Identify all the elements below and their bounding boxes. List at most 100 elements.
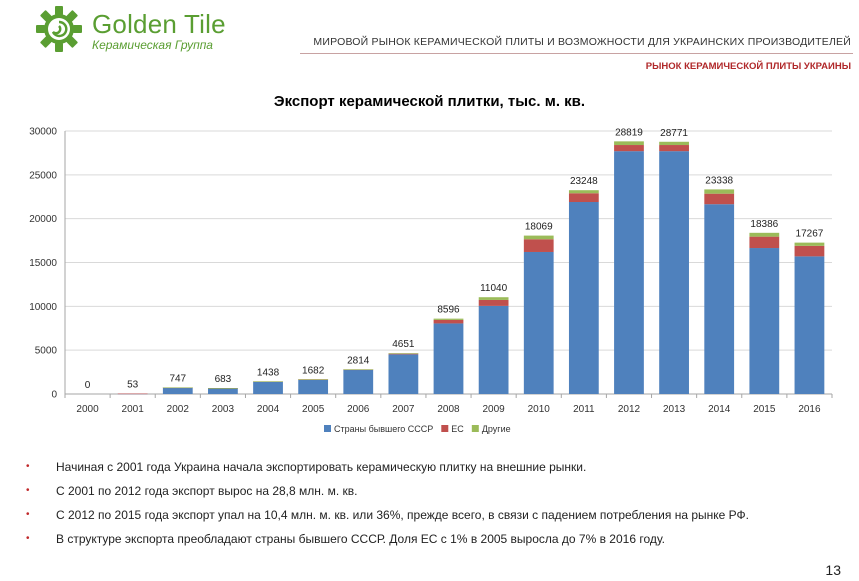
- bar-segment-other: [162, 387, 193, 389]
- x-tick-label: 2005: [302, 404, 325, 415]
- legend-swatch: [324, 425, 331, 432]
- bar-segment-ussr: [749, 248, 780, 394]
- x-tick-label: 2003: [212, 404, 235, 415]
- y-tick-label: 10000: [29, 302, 57, 313]
- x-tick-label: 2000: [76, 404, 99, 415]
- bar-segment-eu: [704, 193, 735, 205]
- x-tick-label: 2009: [482, 404, 505, 415]
- bar-segment-eu: [388, 353, 419, 355]
- bar-segment-eu: [749, 236, 780, 249]
- bullet-icon: •: [26, 461, 30, 472]
- bullet-text: Начиная с 2001 года Украина начала экспо…: [56, 460, 587, 474]
- bar-segment-ussr: [298, 379, 329, 394]
- bar-segment-other: [388, 353, 419, 354]
- data-label: 23248: [570, 176, 598, 187]
- legend-swatch: [471, 425, 479, 432]
- x-tick-label: 2007: [392, 404, 415, 415]
- data-label: 18386: [750, 219, 778, 230]
- bar-segment-ussr: [343, 369, 374, 394]
- bar-segment-eu: [433, 319, 464, 324]
- page-number: 13: [825, 562, 841, 578]
- header-title: МИРОВОЙ РЫНОК КЕРАМИЧЕСКОЙ ПЛИТЫ И ВОЗМО…: [313, 36, 851, 48]
- bullet-text: В структуре экспорта преобладают страны …: [56, 532, 665, 546]
- bar-segment-other: [704, 189, 735, 194]
- data-label: 17267: [796, 229, 824, 240]
- header-subtitle: РЫНОК КЕРАМИЧЕСКОЙ ПЛИТЫ УКРАИНЫ: [645, 61, 851, 72]
- bar-segment-other: [253, 381, 283, 382]
- header-divider: [300, 53, 853, 54]
- bar-segment-ussr: [433, 323, 464, 394]
- bar-segment-ussr: [614, 151, 644, 394]
- legend-swatch: [441, 425, 449, 432]
- data-label: 1682: [302, 365, 325, 376]
- bar-segment-other: [568, 190, 599, 194]
- bar-segment-eu: [659, 145, 689, 152]
- bar-segment-other: [749, 232, 780, 237]
- x-tick-label: 2006: [347, 404, 370, 415]
- x-tick-label: 2013: [663, 404, 686, 415]
- bar-segment-ussr: [208, 388, 238, 394]
- data-label: 1438: [257, 367, 280, 378]
- bar-segment-other: [659, 141, 689, 146]
- bar-segment-eu: [523, 239, 554, 252]
- data-label: 683: [215, 374, 232, 385]
- bar-segment-eu: [117, 393, 148, 395]
- bar-segment-ussr: [388, 354, 419, 394]
- bar-segment-other: [614, 141, 644, 146]
- data-label: 23338: [705, 175, 733, 186]
- data-label: 11040: [480, 283, 508, 294]
- sun-logo-icon: [36, 6, 82, 52]
- x-tick-label: 2012: [618, 404, 641, 415]
- bar-segment-ussr: [568, 202, 599, 394]
- data-label: 8596: [437, 305, 460, 316]
- x-tick-label: 2014: [708, 404, 731, 415]
- bar-segment-eu: [794, 245, 825, 257]
- bar-segment-ussr: [659, 151, 689, 394]
- bar-segment-other: [343, 369, 374, 370]
- bar-segment-ussr: [478, 305, 509, 394]
- y-tick-label: 5000: [35, 346, 58, 357]
- data-label: 2814: [347, 355, 370, 366]
- x-tick-label: 2004: [257, 404, 280, 415]
- chart-title: Экспорт керамической плитки, тыс. м. кв.: [273, 93, 586, 110]
- legend-label: Другие: [482, 424, 511, 434]
- bar-segment-ussr: [794, 256, 825, 394]
- bar-segment-eu: [614, 145, 644, 152]
- x-tick-label: 2016: [798, 404, 821, 415]
- x-tick-label: 2015: [753, 404, 776, 415]
- y-tick-label: 0: [51, 390, 57, 401]
- bar-segment-ussr: [704, 204, 735, 394]
- data-label: 4651: [392, 339, 415, 350]
- bar-segment-ussr: [253, 381, 283, 394]
- bar-segment-ussr: [162, 387, 193, 394]
- data-label: 28819: [615, 127, 643, 138]
- bar-segment-other: [478, 297, 509, 300]
- data-label: 747: [169, 373, 186, 384]
- export-chart: 0 5000 10000 15000 20000 25000 30000 0 2000 53 200…: [29, 127, 833, 434]
- bar-segment-other: [298, 379, 329, 380]
- bullet-icon: •: [26, 509, 30, 520]
- y-tick-label: 20000: [29, 214, 57, 225]
- logo-subtitle: Керамическая Группа: [92, 38, 213, 52]
- bullet-text: С 2001 по 2012 года экспорт вырос на 28,…: [56, 484, 358, 498]
- bar-segment-eu: [478, 299, 509, 306]
- data-label: 0: [85, 380, 91, 391]
- bar-segment-other: [794, 242, 825, 246]
- data-label: 28771: [660, 128, 688, 139]
- bar-segment-other: [433, 318, 464, 320]
- bar-segment-eu: [568, 193, 599, 203]
- bullet-text: С 2012 по 2015 года экспорт упал на 10,4…: [56, 508, 749, 522]
- y-tick-label: 25000: [29, 170, 57, 181]
- logo-name: Golden Tile: [92, 9, 226, 39]
- bar-segment-other: [523, 235, 554, 240]
- x-tick-label: 2011: [573, 404, 595, 415]
- bar-segment-other: [208, 388, 238, 389]
- bar-segment-ussr: [523, 251, 554, 394]
- legend-label: ЕС: [451, 424, 464, 434]
- x-tick-label: 2008: [437, 404, 460, 415]
- data-label: 18069: [525, 222, 553, 233]
- y-tick-label: 30000: [29, 127, 57, 138]
- bullet-icon: •: [26, 533, 30, 544]
- y-tick-label: 15000: [29, 258, 57, 269]
- x-tick-label: 2002: [167, 404, 190, 415]
